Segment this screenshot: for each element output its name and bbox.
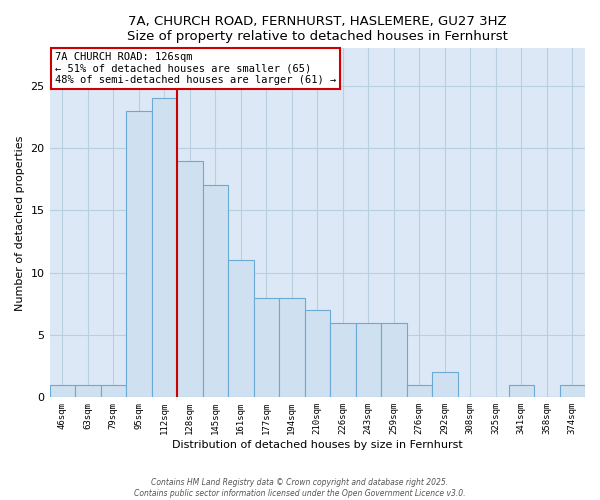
Bar [152,98,177,398]
Text: 7A CHURCH ROAD: 126sqm
← 51% of detached houses are smaller (65)
48% of semi-det: 7A CHURCH ROAD: 126sqm ← 51% of detached… [55,52,336,85]
X-axis label: Distribution of detached houses by size in Fernhurst: Distribution of detached houses by size … [172,440,463,450]
Bar [560,385,585,398]
Bar [407,385,432,398]
Bar [228,260,254,398]
Bar [177,160,203,398]
Y-axis label: Number of detached properties: Number of detached properties [15,135,25,310]
Bar [381,322,407,398]
Bar [50,385,75,398]
Bar [126,110,152,398]
Bar [356,322,381,398]
Bar [279,298,305,398]
Bar [432,372,458,398]
Title: 7A, CHURCH ROAD, FERNHURST, HASLEMERE, GU27 3HZ
Size of property relative to det: 7A, CHURCH ROAD, FERNHURST, HASLEMERE, G… [127,15,508,43]
Bar [101,385,126,398]
Bar [75,385,101,398]
Bar [330,322,356,398]
Text: Contains HM Land Registry data © Crown copyright and database right 2025.
Contai: Contains HM Land Registry data © Crown c… [134,478,466,498]
Bar [509,385,534,398]
Bar [203,186,228,398]
Bar [254,298,279,398]
Bar [305,310,330,398]
